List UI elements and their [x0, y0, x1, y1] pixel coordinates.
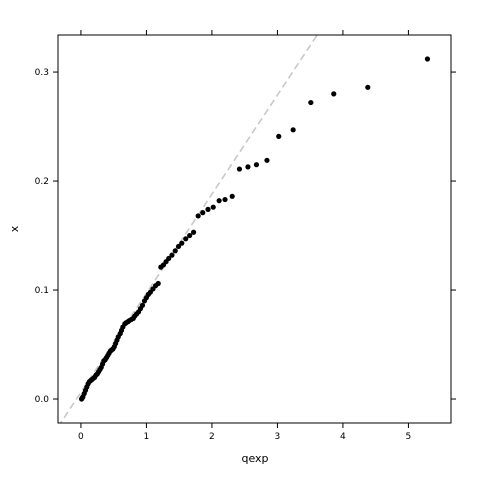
x-axis-label: qexp — [241, 452, 268, 465]
x-tick-label: 4 — [340, 432, 346, 442]
data-point — [245, 164, 250, 169]
x-tick-label: 0 — [78, 432, 84, 442]
data-point — [291, 127, 296, 132]
x-tick-label: 1 — [144, 432, 150, 442]
x-tick-label: 2 — [209, 432, 215, 442]
y-tick-label: 0.0 — [35, 395, 50, 405]
data-points — [79, 56, 430, 401]
data-point — [365, 85, 370, 90]
plot-panel — [58, 35, 451, 423]
x-tick-label: 3 — [275, 432, 281, 442]
data-point — [222, 197, 227, 202]
y-tick-label: 0.1 — [35, 286, 49, 296]
data-point — [179, 241, 184, 246]
data-point — [173, 248, 178, 253]
data-point — [230, 194, 235, 199]
data-point — [308, 100, 313, 105]
y-axis-label: x — [8, 225, 21, 232]
data-point — [169, 253, 174, 258]
data-point — [205, 207, 210, 212]
axis-ticks: 0 1 2 3 4 5 0.0 0.1 0.2 0.3 — [35, 30, 456, 442]
reference-line-layer — [58, 0, 451, 427]
data-point — [191, 230, 196, 235]
data-point — [254, 162, 259, 167]
data-point — [196, 213, 201, 218]
data-point — [425, 56, 430, 61]
data-point — [276, 134, 281, 139]
reference-line — [58, 0, 451, 427]
data-point — [217, 198, 222, 203]
x-tick-label: 5 — [406, 432, 412, 442]
data-point — [211, 205, 216, 210]
y-tick-label: 0.3 — [35, 68, 49, 78]
data-point — [264, 158, 269, 163]
data-point — [331, 91, 336, 96]
data-point — [200, 210, 205, 215]
y-tick-label: 0.2 — [35, 177, 49, 187]
data-point — [237, 166, 242, 171]
data-point — [156, 281, 161, 286]
